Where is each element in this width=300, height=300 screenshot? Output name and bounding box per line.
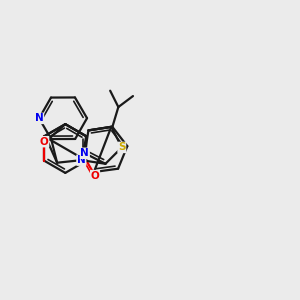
Text: S: S bbox=[118, 142, 126, 152]
Text: N: N bbox=[35, 113, 44, 123]
Text: N: N bbox=[77, 155, 86, 165]
Text: N: N bbox=[80, 148, 89, 158]
Text: O: O bbox=[91, 171, 99, 181]
Text: O: O bbox=[40, 137, 49, 147]
